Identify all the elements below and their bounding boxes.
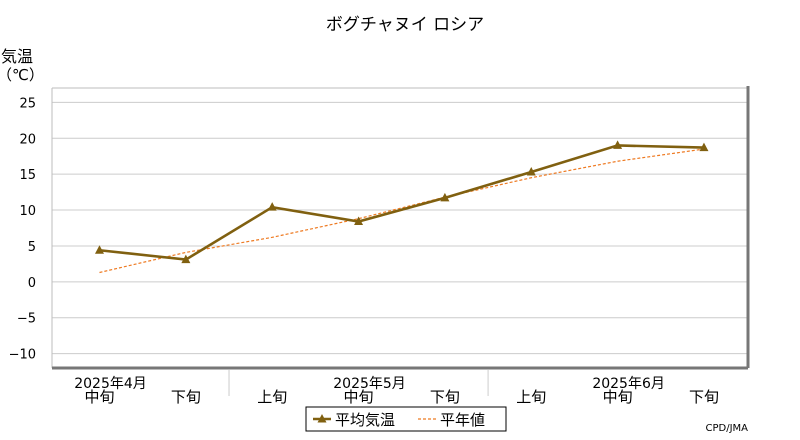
data-point-marker <box>526 167 536 176</box>
y-tick-label: 10 <box>19 204 36 219</box>
y-tick-label: 15 <box>19 168 36 183</box>
data-point-marker <box>613 140 623 149</box>
legend: 平均気温 平年値 <box>305 406 507 432</box>
x-tick-label: 下旬 <box>430 388 460 406</box>
legend-marker-average <box>317 414 327 423</box>
data-point-marker <box>699 142 709 152</box>
legend-box <box>305 406 507 432</box>
x-tick-label: 中旬 <box>344 388 374 406</box>
month-label: 2025年6月 <box>592 376 665 392</box>
data-point-marker <box>181 254 191 264</box>
x-tick-label: 下旬 <box>689 388 719 406</box>
x-tick-label: 中旬 <box>603 388 633 406</box>
legend-label-average: 平均気温 <box>335 411 395 429</box>
y-axis-label-line2: （℃） <box>0 66 44 84</box>
month-label: 2025年4月 <box>74 376 147 392</box>
x-tick-label: 上旬 <box>516 388 546 406</box>
data-point-marker <box>94 245 104 254</box>
credit-text: CPD/JMA <box>706 423 749 434</box>
plot-area: 25 20 15 10 5 0 −5 −10 中旬 下旬 上旬 中旬 下旬 上旬 中旬 下旬 2025年4月 20… <box>9 86 750 406</box>
data-point-marker <box>440 192 450 202</box>
x-tick-label: 中旬 <box>84 388 114 406</box>
x-tick-label: 上旬 <box>257 388 287 406</box>
y-tick-label: 25 <box>19 96 36 111</box>
y-tick-label: 0 <box>28 276 36 291</box>
y-tick-label: 5 <box>28 240 36 255</box>
y-tick-label: 20 <box>19 132 36 147</box>
chart-title: ボグチャヌイ ロシア <box>326 15 484 35</box>
data-point-marker <box>354 216 364 226</box>
series-line-normal <box>99 148 705 274</box>
data-point-marker <box>267 202 277 211</box>
x-tick-label: 下旬 <box>171 388 201 406</box>
y-tick-label: −10 <box>9 348 36 363</box>
month-label: 2025年5月 <box>333 376 406 392</box>
y-tick-label: −5 <box>17 312 36 327</box>
y-axis-label-line1: 気温 <box>1 47 33 66</box>
series-line-average <box>99 144 704 261</box>
legend-label-normal: 平年値 <box>440 411 485 429</box>
